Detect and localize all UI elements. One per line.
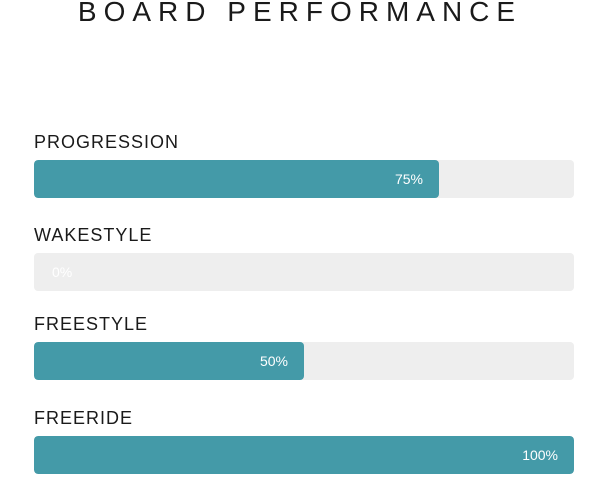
bar-track: 100% xyxy=(34,436,574,474)
bar-fill xyxy=(34,160,439,198)
bar-value-label: 50% xyxy=(259,353,288,369)
performance-bar-group: PROGRESSION 75% xyxy=(34,132,574,198)
bar-value-label: 0% xyxy=(52,264,73,280)
bar-label-progression: PROGRESSION xyxy=(34,132,180,152)
bar-value-label: 100% xyxy=(522,447,558,463)
bar-track: 0% xyxy=(34,253,574,291)
performance-bar-group: WAKESTYLE 0% xyxy=(34,225,574,291)
bar-value-label: 75% xyxy=(394,171,423,187)
bar-track: 50% xyxy=(34,342,574,380)
bar-label-wakestyle: WAKESTYLE xyxy=(34,225,153,245)
performance-bar-group: FREESTYLE 50% xyxy=(34,314,574,380)
performance-bar-group: FREERIDE 100% xyxy=(34,408,574,474)
section-title: BOARD PERFORMANCE xyxy=(77,0,523,27)
bar-label-freestyle: FREESTYLE xyxy=(34,314,149,334)
bar-track: 75% xyxy=(34,160,574,198)
bar-fill xyxy=(34,342,304,380)
bar-label-freeride: FREERIDE xyxy=(34,408,134,428)
bar-fill xyxy=(34,436,574,474)
